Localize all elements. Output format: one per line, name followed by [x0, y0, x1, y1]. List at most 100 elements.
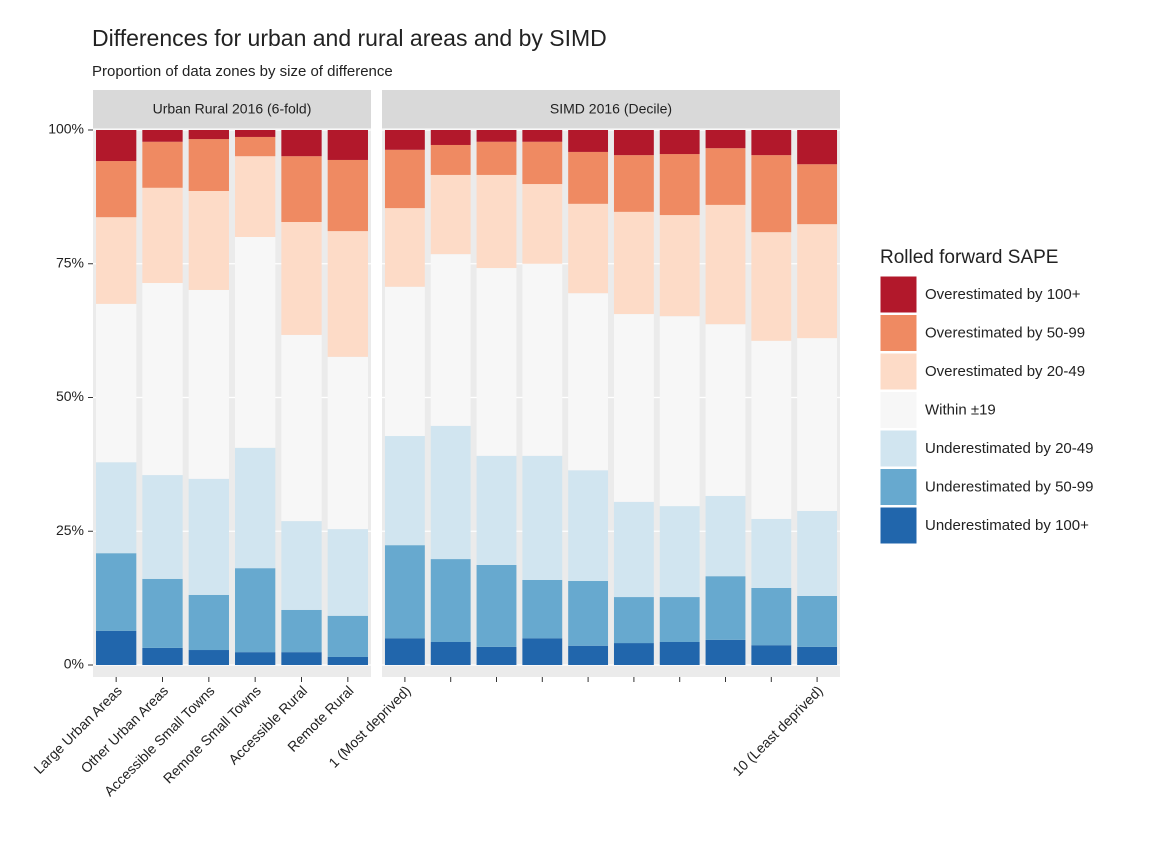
legend-key [879, 275, 918, 314]
panel-background [93, 128, 371, 677]
x-tick-label: Large Urban Areas [30, 682, 124, 776]
legend-label: Overestimated by 100+ [925, 286, 1081, 303]
bar-segment [522, 579, 563, 639]
bar-segment [613, 314, 654, 502]
bar-segment [797, 510, 838, 596]
legend-label: Within ±19 [925, 401, 996, 418]
bar-segment [751, 232, 792, 341]
y-tick-label: 50% [56, 388, 84, 404]
facet-title: Urban Rural 2016 (6-fold) [153, 101, 312, 117]
bar-segment [142, 578, 183, 648]
bar-segment [797, 224, 838, 339]
legend-key [879, 352, 918, 391]
y-tick-label: 0% [64, 656, 84, 672]
bar-segment [188, 130, 229, 140]
bar-segment [188, 190, 229, 290]
bar-segment [751, 340, 792, 519]
legend-label: Underestimated by 100+ [925, 517, 1089, 534]
bar-segment [751, 587, 792, 646]
bar-segment [797, 595, 838, 647]
bar-segment [235, 136, 276, 157]
bar-segment [568, 130, 609, 152]
bar-segment [235, 130, 276, 137]
y-tick-label: 100% [48, 121, 84, 137]
bar-segment [568, 151, 609, 204]
bar-segment [797, 646, 838, 665]
bar-segment [613, 643, 654, 665]
legend-key [879, 314, 918, 352]
bar-segment [659, 130, 700, 155]
bar-segment [705, 324, 746, 496]
bar-segment [568, 645, 609, 665]
bar-segment [568, 203, 609, 294]
bar-segment [430, 425, 471, 560]
facet-title: SIMD 2016 (Decile) [550, 101, 672, 117]
bar-segment [430, 174, 471, 255]
bar-segment [96, 303, 137, 463]
bar-segment [327, 356, 368, 530]
y-tick-label: 25% [56, 522, 84, 538]
bar-segment [188, 594, 229, 651]
bar-segment [430, 130, 471, 145]
bar-segment [235, 156, 276, 237]
x-tick-label: 10 (Least deprived) [729, 682, 826, 779]
bar-segment [476, 268, 517, 456]
x-tick-label: Accessible Rural [225, 682, 310, 767]
bar-segment [327, 130, 368, 160]
bar-segment [384, 638, 425, 665]
bar-segment [751, 645, 792, 665]
bar-segment [705, 495, 746, 577]
bar-segment [522, 130, 563, 142]
bar-segment [327, 231, 368, 357]
bar-segment [188, 650, 229, 665]
bar-segment [235, 447, 276, 569]
bar-segment [235, 652, 276, 665]
bar-segment [659, 154, 700, 216]
bar-segment [384, 149, 425, 209]
bar-segment [613, 130, 654, 156]
chart-title: Differences for urban and rural areas an… [92, 25, 607, 51]
bar-segment [613, 211, 654, 315]
chart-subtitle: Proportion of data zones by size of diff… [92, 63, 393, 80]
bar-segment [476, 564, 517, 647]
bar-segment [797, 164, 838, 225]
bar-segment [705, 639, 746, 665]
bar-segment [751, 130, 792, 156]
bar-segment [235, 237, 276, 448]
legend-label: Overestimated by 20-49 [925, 363, 1085, 380]
bar-segment [659, 506, 700, 598]
bar-segment [705, 204, 746, 325]
bar-segment [327, 529, 368, 616]
bar-segment [430, 559, 471, 642]
bar-segment [281, 222, 322, 335]
facet-strip [93, 90, 371, 128]
bar-segment [522, 455, 563, 580]
legend-title: Rolled forward SAPE [880, 247, 1058, 268]
legend-label: Underestimated by 50-99 [925, 478, 1093, 495]
bar-segment [384, 545, 425, 639]
legend-key [879, 429, 918, 468]
bar-segment [751, 518, 792, 588]
bar-segment [142, 130, 183, 142]
bar-segment [522, 263, 563, 456]
bar-segment [142, 283, 183, 476]
bar-segment [797, 338, 838, 511]
bar-segment [659, 597, 700, 642]
bar-segment [659, 215, 700, 317]
bar-segment [522, 184, 563, 264]
bar-segment [96, 630, 137, 665]
bar-segment [384, 436, 425, 546]
bar-segment [96, 553, 137, 631]
bar-segment [281, 130, 322, 157]
bar-segment [96, 217, 137, 304]
bar-segment [797, 130, 838, 165]
bar-segment [384, 208, 425, 287]
bar-segment [659, 316, 700, 507]
y-tick-label: 75% [56, 254, 84, 270]
bar-segment [476, 455, 517, 565]
bar-segment [96, 462, 137, 554]
bar-segment [281, 609, 322, 653]
bar-segment [142, 475, 183, 579]
legend-key [879, 391, 918, 429]
